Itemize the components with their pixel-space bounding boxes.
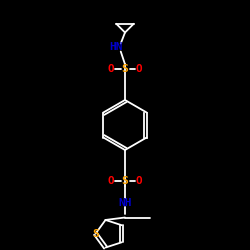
Text: S: S	[92, 229, 99, 239]
Text: S: S	[122, 176, 128, 186]
Text: S: S	[122, 64, 128, 74]
Text: O: O	[108, 176, 114, 186]
Text: O: O	[136, 64, 142, 74]
Text: NH: NH	[118, 198, 132, 207]
Text: HN: HN	[110, 42, 123, 52]
Text: O: O	[108, 64, 114, 74]
Text: O: O	[136, 176, 142, 186]
